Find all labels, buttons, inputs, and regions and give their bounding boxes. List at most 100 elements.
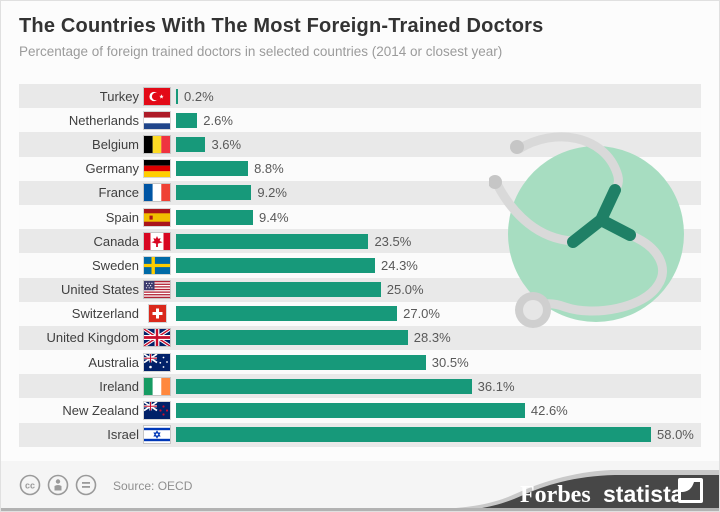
bar-track: 42.6% bbox=[176, 403, 701, 419]
table-row: France 9.2% bbox=[19, 180, 701, 205]
bar-track: 9.4% bbox=[176, 209, 701, 225]
bar-track: 23.5% bbox=[176, 233, 701, 249]
brand-banner: Forbes statista bbox=[419, 470, 719, 511]
bar bbox=[176, 378, 472, 394]
ireland-flag-icon bbox=[144, 377, 170, 395]
value-label: 25.0% bbox=[386, 282, 424, 298]
value-label: 58.0% bbox=[657, 427, 694, 443]
value-label: 24.3% bbox=[381, 257, 418, 273]
bar bbox=[176, 330, 408, 346]
statista-logo-icon bbox=[678, 478, 703, 503]
bar bbox=[176, 427, 651, 443]
country-label: Belgium bbox=[92, 136, 139, 152]
statista-logo: statista bbox=[603, 481, 684, 507]
table-row: Turkey 0.2% bbox=[19, 84, 701, 109]
table-row: Sweden 24.3% bbox=[19, 253, 701, 278]
table-row: Canada 23.5% bbox=[19, 229, 701, 254]
country-label: Netherlands bbox=[68, 112, 139, 128]
bar-track: 25.0% bbox=[176, 282, 701, 298]
bar-track: 58.0% bbox=[176, 427, 701, 443]
germany-flag-icon bbox=[144, 160, 170, 178]
israel-flag-icon bbox=[144, 426, 170, 444]
bar-track: 9.2% bbox=[176, 185, 701, 201]
value-label: 28.3% bbox=[413, 330, 451, 346]
bar bbox=[176, 257, 375, 273]
bar bbox=[176, 354, 426, 370]
country-label: United Kingdom bbox=[46, 330, 140, 346]
svg-text:cc: cc bbox=[25, 481, 35, 491]
chart-rows: Turkey 0.2% Netherlands 2.6% Belgium 3.6… bbox=[19, 84, 701, 447]
country-label: Australia bbox=[88, 354, 139, 370]
bar bbox=[176, 161, 249, 177]
equal-icon bbox=[75, 474, 97, 496]
value-label: 42.6% bbox=[530, 403, 568, 419]
bar bbox=[176, 136, 206, 152]
value-label: 2.6% bbox=[203, 112, 233, 128]
footer: cc Source: OECD Forbes statista bbox=[1, 461, 719, 511]
united-states-flag-icon bbox=[144, 281, 170, 299]
license-icons: cc bbox=[19, 474, 97, 496]
sweden-flag-icon bbox=[144, 256, 170, 274]
header: The Countries With The Most Foreign-Trai… bbox=[1, 1, 719, 59]
spain-flag-icon bbox=[144, 208, 170, 226]
table-row: Belgium 3.6% bbox=[19, 132, 701, 157]
table-row: United Kingdom 28.3% bbox=[19, 325, 701, 351]
country-label: Sweden bbox=[92, 257, 139, 273]
table-row: Israel 58.0% bbox=[19, 422, 701, 447]
attribution-icon bbox=[47, 474, 69, 496]
netherlands-flag-icon bbox=[144, 111, 170, 129]
country-label: United States bbox=[60, 282, 139, 298]
country-label: Switzerland bbox=[71, 306, 139, 322]
bar bbox=[176, 112, 198, 128]
turkey-flag-icon bbox=[144, 87, 170, 105]
bar-track: 36.1% bbox=[176, 378, 701, 394]
country-label: France bbox=[98, 185, 139, 201]
bar bbox=[176, 185, 252, 201]
bar bbox=[176, 209, 253, 225]
cc-icon: cc bbox=[19, 474, 41, 496]
bar bbox=[176, 282, 381, 298]
value-label: 36.1% bbox=[477, 378, 515, 394]
bar-track: 30.5% bbox=[176, 354, 701, 370]
table-row: United States 25.0% bbox=[19, 277, 701, 302]
country-label: Israel bbox=[107, 427, 139, 443]
country-label: Spain bbox=[105, 209, 139, 225]
page-title: The Countries With The Most Foreign-Trai… bbox=[19, 15, 544, 37]
bar bbox=[176, 88, 178, 104]
value-label: 9.2% bbox=[257, 185, 287, 201]
bar-track: 3.6% bbox=[176, 136, 701, 152]
bar-track: 2.6% bbox=[176, 112, 701, 128]
table-row: Spain 9.4% bbox=[19, 204, 701, 230]
table-row: Netherlands 2.6% bbox=[19, 108, 701, 133]
bar-track: 8.8% bbox=[176, 161, 701, 177]
new-zealand-flag-icon bbox=[144, 402, 170, 420]
france-flag-icon bbox=[144, 184, 170, 202]
table-row: Germany 8.8% bbox=[19, 156, 701, 181]
bar-track: 0.2% bbox=[176, 88, 701, 104]
table-row: Switzerland 27.0% bbox=[19, 301, 701, 326]
country-label: Turkey bbox=[99, 88, 139, 104]
value-label: 30.5% bbox=[431, 354, 469, 370]
country-label: Ireland bbox=[99, 378, 139, 394]
bar-track: 24.3% bbox=[176, 257, 701, 273]
table-row: Ireland 36.1% bbox=[19, 374, 701, 399]
source-label: Source: OECD bbox=[113, 479, 193, 493]
bar bbox=[176, 306, 398, 322]
value-label: 27.0% bbox=[403, 306, 440, 322]
value-label: 9.4% bbox=[258, 209, 289, 225]
belgium-flag-icon bbox=[144, 135, 170, 153]
country-label: New Zealand bbox=[62, 403, 139, 419]
value-label: 3.6% bbox=[211, 136, 242, 152]
australia-flag-icon bbox=[144, 353, 170, 371]
country-label: Canada bbox=[93, 233, 139, 249]
canada-flag-icon bbox=[144, 232, 170, 250]
value-label: 23.5% bbox=[374, 233, 412, 249]
country-label: Germany bbox=[85, 161, 139, 177]
switzerland-flag-icon bbox=[144, 305, 170, 323]
forbes-logo: Forbes bbox=[520, 482, 591, 508]
bar bbox=[176, 403, 525, 419]
bar-track: 28.3% bbox=[176, 330, 701, 346]
table-row: New Zealand 42.6% bbox=[19, 398, 701, 423]
value-label: 8.8% bbox=[254, 161, 284, 177]
